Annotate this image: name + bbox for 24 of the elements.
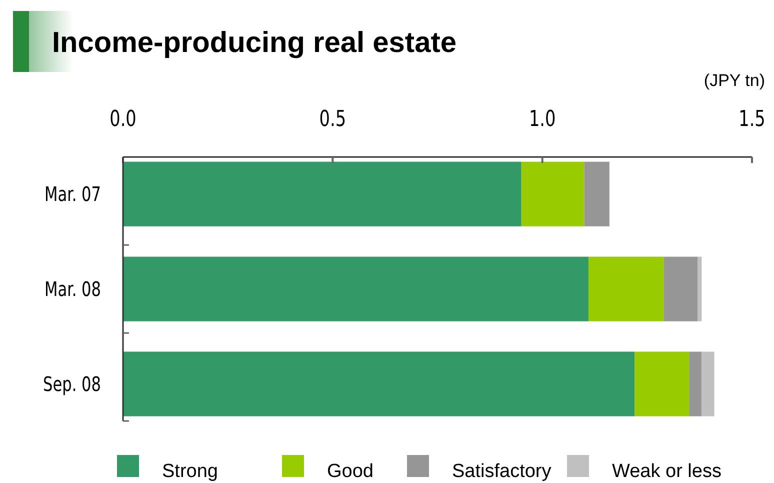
legend-label: Good <box>327 461 374 482</box>
x-tick-label: 1.5 <box>738 106 766 132</box>
bar <box>521 162 584 226</box>
bar <box>123 162 522 226</box>
bar <box>664 256 698 322</box>
x-tick-label: 1.0 <box>528 106 556 132</box>
x-tick-label: 0.5 <box>319 106 346 132</box>
chart-title: Income-producing real estate <box>52 27 456 59</box>
bar <box>697 256 702 322</box>
bar <box>634 352 690 416</box>
legend-label: Satisfactory <box>452 461 552 482</box>
bar <box>689 352 702 416</box>
x-tick-label: 0.0 <box>110 106 136 132</box>
legend-label: Weak or less <box>612 461 722 482</box>
y-tick-label: Mar. 08 <box>44 278 101 302</box>
bar <box>123 256 588 322</box>
bar <box>702 352 714 416</box>
bar <box>123 352 635 416</box>
y-tick-label: Mar. 07 <box>44 184 101 206</box>
legend-label: Strong <box>162 461 218 482</box>
x-axis-title: (JPY tn) <box>704 71 765 90</box>
bar <box>584 162 610 226</box>
bar <box>588 256 664 322</box>
y-tick-label: Sep. 08 <box>43 374 101 396</box>
